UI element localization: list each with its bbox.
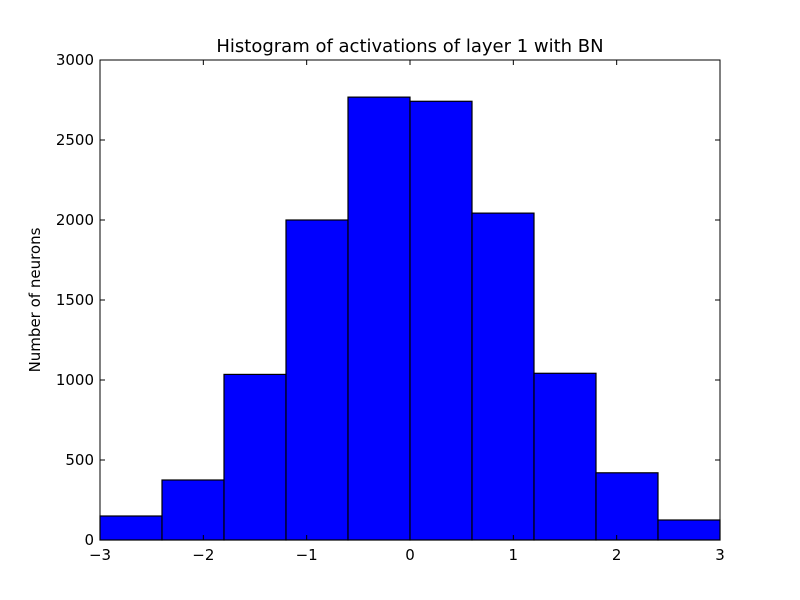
x-tick-label: −2 [192,546,214,564]
histogram-bar [471,212,535,541]
x-tick-label: −3 [89,546,111,564]
histogram-bar [223,373,287,541]
histogram-bar [99,515,163,541]
y-tick-label: 2500 [56,131,94,149]
x-tick-label: 2 [612,546,622,564]
histogram-bar [533,372,597,541]
histogram-bar [347,96,411,541]
histogram-bar [409,100,473,541]
histogram-bar [161,479,225,541]
y-tick-label: 2000 [56,211,94,229]
y-tick-label: 3000 [56,51,94,69]
x-tick-label: 0 [405,546,415,564]
x-tick-label: 3 [715,546,725,564]
y-axis-label: Number of neurons [26,227,44,372]
plot-frame [99,59,721,541]
chart-title: Histogram of activations of layer 1 with… [216,36,603,57]
x-tick-labels: −3 −2 −1 0 1 2 3 [89,546,725,564]
y-tick-label: 1500 [56,291,94,309]
histogram-bar [285,219,349,541]
y-tick-label: 1000 [56,371,94,389]
bars-group [99,96,721,541]
y-tick-label: 0 [84,531,94,549]
y-tick-label: 500 [65,451,94,469]
y-tick-labels: 0 500 1000 1500 2000 2500 3000 [56,51,94,549]
x-tick-label: −1 [296,546,318,564]
histogram-bar [657,519,721,541]
histogram-bar [595,472,659,541]
x-tick-label: 1 [509,546,519,564]
